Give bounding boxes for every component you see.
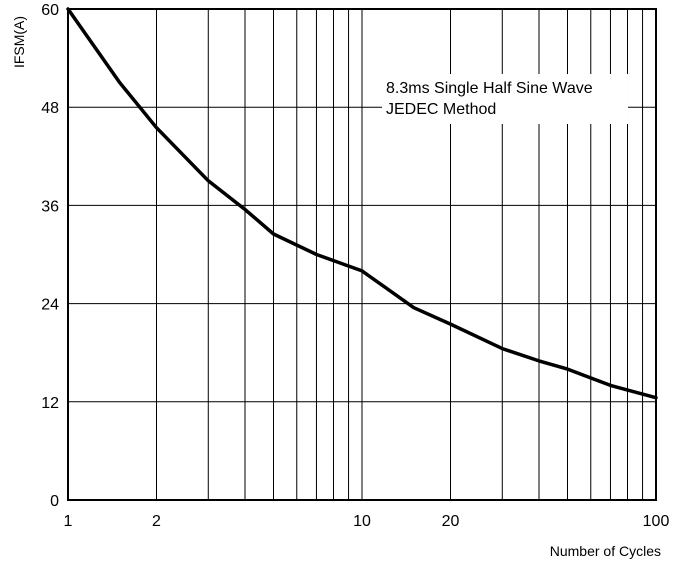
y-tick-label: 12	[41, 395, 59, 412]
x-tick-label: 20	[442, 513, 460, 530]
y-tick-label: 60	[41, 2, 59, 19]
x-axis-label: Number of Cycles	[550, 543, 661, 559]
series-line	[66, 7, 658, 400]
annotation-line-1: 8.3ms Single Half Sine Wave	[386, 80, 593, 97]
y-axis-label: IFSM(A)	[11, 16, 27, 68]
y-tick-label: 24	[41, 297, 59, 314]
x-tick-label: 10	[353, 513, 371, 530]
y-tick-label: 48	[41, 100, 59, 117]
x-tick-label: 1	[64, 513, 73, 530]
series-layer	[66, 7, 658, 400]
annotation-background	[382, 74, 628, 124]
x-tick-label: 2	[152, 513, 161, 530]
y-tick-label: 0	[50, 493, 59, 510]
x-tick-label: 100	[643, 513, 670, 530]
annotation-line-2: JEDEC Method	[386, 101, 496, 118]
plot-area-frame	[67, 8, 657, 501]
y-tick-label: 36	[41, 198, 59, 215]
